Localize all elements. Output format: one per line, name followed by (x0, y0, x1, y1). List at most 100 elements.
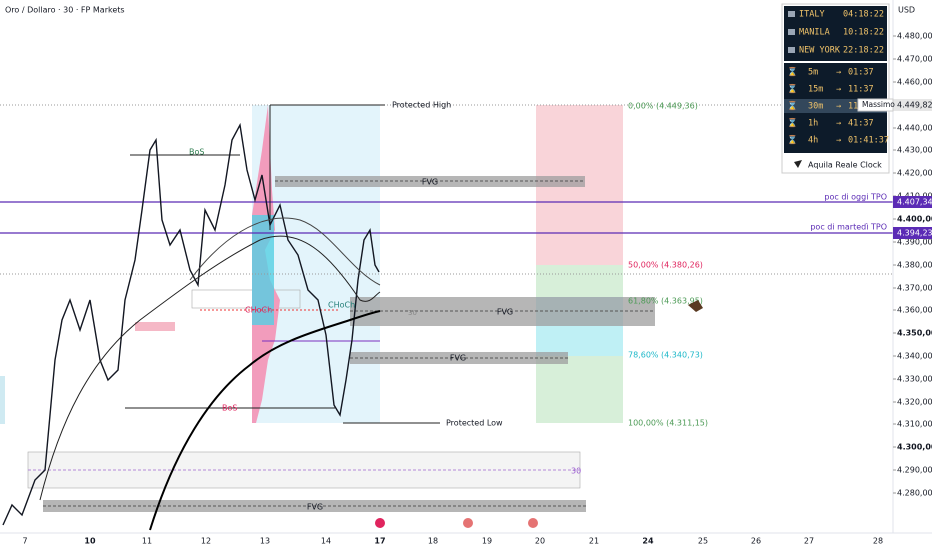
x-tick-label: 11 (142, 537, 152, 546)
y-tick-label: 4.460,00 (897, 78, 932, 87)
clock-panel (784, 6, 887, 61)
price-axis (893, 0, 932, 533)
hourglass: ⌛ (787, 118, 798, 129)
arrow: → (836, 68, 841, 78)
y-tick-label: 4.300,00 (897, 443, 932, 452)
fvg-label: FVG (450, 354, 466, 363)
fvg-label: FVG (497, 308, 513, 317)
fib-label: 100,00% (4.311,15) (628, 419, 708, 428)
city-time: 04:18:22 (843, 10, 884, 20)
eagle-icon (794, 160, 802, 168)
countdown: 11 (848, 102, 858, 112)
countdown: 11:37 (848, 85, 874, 95)
x-tick-label: 12 (201, 537, 211, 546)
price-tag-label: 4.449,82 (897, 101, 932, 110)
label: 30 (571, 467, 581, 476)
y-tick-label: 4.470,00 (897, 55, 932, 64)
timeframe: 30m (808, 102, 823, 112)
y-tick-label: 4.380,00 (897, 261, 932, 270)
y-tick-label: 4.400,00 (897, 215, 932, 224)
poc-label: poc di martedì TPO (810, 223, 887, 232)
y-tick-label: 4.440,00 (897, 124, 932, 133)
y-tick-label: 4.480,00 (897, 32, 932, 41)
arrow: → (836, 119, 841, 129)
hourglass: ⌛ (787, 84, 798, 95)
arrow: → (836, 85, 841, 95)
label: Protected High (392, 101, 451, 110)
x-tick-label: 28 (873, 537, 883, 546)
hourglass: ⌛ (787, 101, 798, 112)
eagle-icon (688, 300, 703, 312)
fvg-label: FVG (307, 503, 323, 512)
city-time: 10:18:22 (843, 28, 884, 38)
label: BoS (222, 404, 237, 413)
y-tick-label: 4.430,00 (897, 146, 932, 155)
fvg-box (350, 352, 568, 364)
x-tick-label: 19 (482, 537, 492, 546)
fib-label: 50,00% (4.380,26) (628, 261, 703, 270)
x-tick-label: 20 (535, 537, 545, 546)
fib-label: 61,80% (4.363,95) (628, 297, 703, 306)
poc-label: poc di oggi TPO (824, 193, 887, 202)
left-zone (0, 376, 5, 424)
hourglass: ⌛ (787, 67, 798, 78)
fib-label: 0,00% (4.449,36) (628, 102, 698, 111)
x-tick-label: 24 (642, 537, 654, 546)
fvg-label: FVG (422, 178, 438, 187)
timeframe: 5m (808, 68, 818, 78)
y-tick-label: 4.330,00 (897, 375, 932, 384)
y-tick-label: 4.370,00 (897, 284, 932, 293)
flag-icon (788, 29, 795, 35)
y-tick-label: 4.340,00 (897, 352, 932, 361)
moving-average (39, 235, 381, 501)
event-icon (375, 518, 385, 528)
y-tick-label: 4.350,00 (897, 329, 932, 338)
city-name: ITALY (799, 10, 825, 20)
y-tick-label: 4.320,00 (897, 398, 932, 407)
price-tag (893, 99, 932, 111)
x-tick-label: 18 (428, 537, 438, 546)
city-name: MANILA (799, 28, 830, 38)
moving-average (149, 310, 381, 531)
x-tick-label: 27 (804, 537, 814, 546)
city-time: 22:18:22 (843, 46, 884, 56)
fib-label: 78,60% (4.340,73) (628, 351, 703, 360)
price-tag (893, 196, 932, 208)
label: BoS (189, 148, 204, 157)
moving-average (189, 217, 381, 286)
flag-icon (788, 11, 795, 17)
countdown: 41:37 (848, 119, 874, 129)
y-tick-label: 4.420,00 (897, 169, 932, 178)
value-area (252, 215, 274, 325)
x-tick-label: 7 (22, 537, 27, 546)
x-tick-label: 14 (321, 537, 331, 546)
label: CHoCh (245, 306, 272, 315)
x-tick-label: 10 (84, 537, 96, 546)
city-name: NEW YORK (799, 46, 841, 56)
countdown: 01:41:37 (848, 136, 889, 146)
tooltip (857, 98, 894, 112)
x-tick-label: 13 (260, 537, 270, 546)
arrow: → (836, 136, 841, 146)
chart-title: Oro / Dollaro · 30 · FP Markets (5, 6, 125, 15)
timeframe: 4h (808, 136, 818, 146)
timeframe: 1h (808, 119, 818, 129)
price-trace (2, 122, 380, 526)
x-tick-label: 25 (698, 537, 708, 546)
order-block (135, 322, 175, 331)
flag-icon (788, 47, 795, 53)
range-box (191, 289, 301, 309)
x-tick-label: 26 (751, 537, 761, 546)
arrow: → (836, 102, 841, 112)
label: Protected Low (446, 419, 503, 428)
y-tick-label: 4.390,00 (897, 238, 932, 247)
y-tick-label: 4.280,00 (897, 489, 932, 498)
price-tag-label: 4.407,34 (897, 198, 932, 207)
x-tick-label: 17 (374, 537, 385, 546)
label: 30 (408, 309, 417, 317)
tooltip-label: Massimo (862, 100, 895, 109)
y-tick-label: 4.360,00 (897, 306, 932, 315)
x-tick-label: 21 (589, 537, 599, 546)
y-tick-label: 4.290,00 (897, 466, 932, 475)
